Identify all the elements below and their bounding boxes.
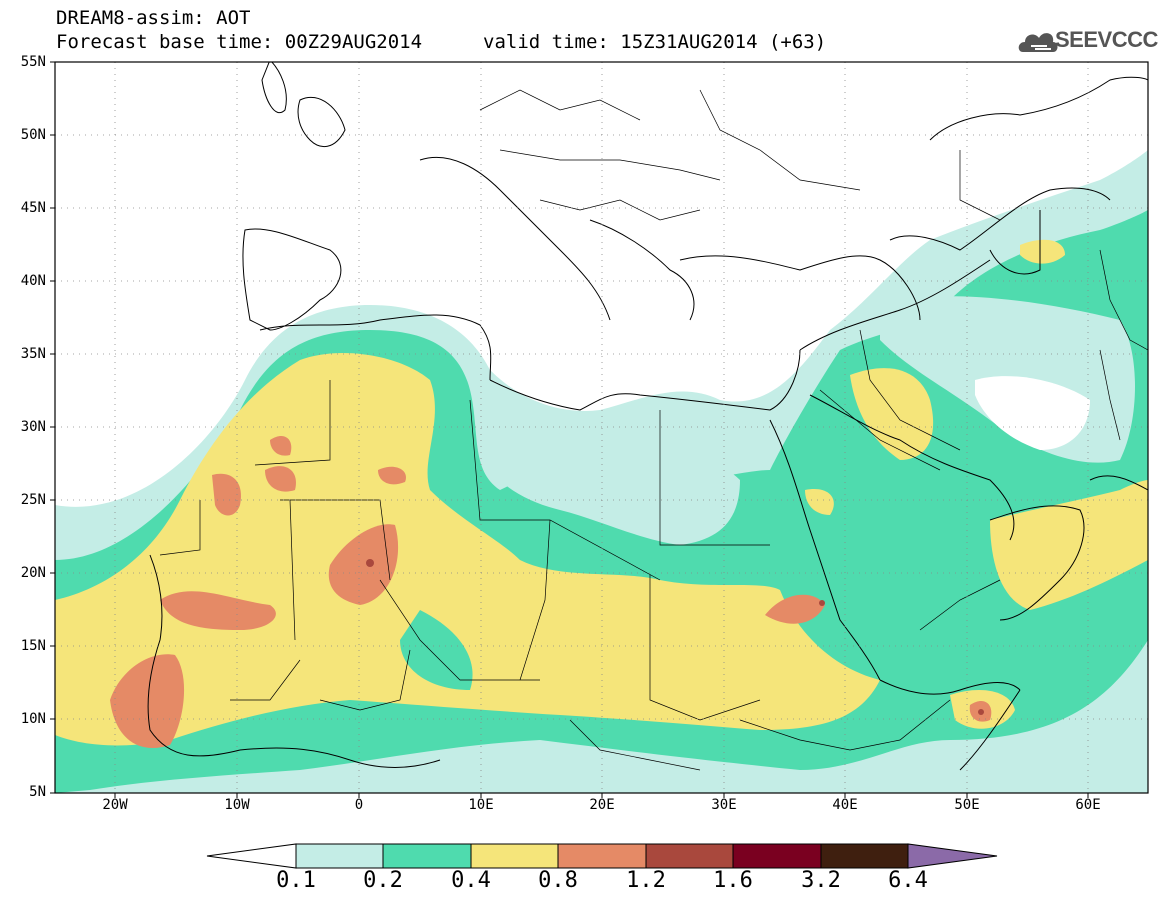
colorbar-swatch-1.6	[732, 843, 822, 869]
lat-label-30n: 30N	[20, 419, 46, 435]
aot-band-1.2	[366, 559, 374, 567]
lon-label-20w: 20W	[102, 797, 128, 813]
lat-label-45n: 45N	[20, 200, 46, 216]
colorbar-label-0.4: 0.4	[451, 868, 491, 893]
colorbar-swatch-0.4	[470, 843, 559, 869]
colorbar-under-triangle	[206, 843, 297, 869]
lat-label-15n: 15N	[20, 638, 46, 654]
colorbar-label-0.8: 0.8	[538, 868, 578, 893]
colorbar-swatch-0.2	[382, 843, 472, 869]
country-borders	[159, 89, 1148, 771]
colorbar-swatch-3.2	[820, 843, 909, 869]
colorbar-swatch-0.1	[295, 843, 384, 869]
colorbar	[206, 843, 998, 869]
forecast-base-time: Forecast base time: 00Z29AUG2014	[56, 31, 423, 53]
colorbar-label-0.2: 0.2	[363, 868, 403, 893]
lat-label-10n: 10N	[20, 711, 46, 727]
aot-band-0.4	[55, 352, 880, 746]
colorbar-label-1.2: 1.2	[626, 868, 666, 893]
lat-label-5n: 5N	[29, 784, 46, 800]
lat-label-40n: 40N	[20, 273, 46, 289]
colorbar-label-6.4: 6.4	[888, 868, 928, 893]
map-gridlines	[55, 62, 1148, 793]
coastlines	[147, 62, 1148, 771]
lat-label-35n: 35N	[20, 346, 46, 362]
lat-label-50n: 50N	[20, 127, 46, 143]
aot-band-0.8	[110, 654, 185, 748]
aot-contours	[55, 62, 1148, 793]
map-title: DREAM8-assim: AOT	[56, 7, 251, 29]
lon-label-10e: 10E	[468, 797, 494, 813]
lon-label-30e: 30E	[711, 797, 737, 813]
lon-label-40e: 40E	[832, 797, 858, 813]
colorbar-label-0.1: 0.1	[276, 868, 316, 893]
lat-label-25n: 25N	[20, 492, 46, 508]
lat-label-20n: 20N	[20, 565, 46, 581]
lon-label-50e: 50E	[954, 797, 980, 813]
colorbar-swatch-0.8	[557, 843, 647, 869]
lon-label-20e: 20E	[589, 797, 615, 813]
colorbar-over-triangle	[907, 843, 998, 869]
colorbar-label-1.6: 1.6	[713, 868, 753, 893]
valid-time: valid time: 15Z31AUG2014 (+63)	[483, 31, 827, 53]
lon-label-0: 0	[354, 797, 364, 813]
logo-text: SEEVCCC	[1055, 27, 1158, 52]
lon-label-10w: 10W	[224, 797, 250, 813]
colorbar-label-3.2: 3.2	[801, 868, 841, 893]
lat-label-55n: 55N	[20, 54, 46, 70]
lon-label-60e: 60E	[1075, 797, 1101, 813]
cloud-icon	[1018, 33, 1058, 52]
colorbar-swatch-1.2	[645, 843, 734, 869]
